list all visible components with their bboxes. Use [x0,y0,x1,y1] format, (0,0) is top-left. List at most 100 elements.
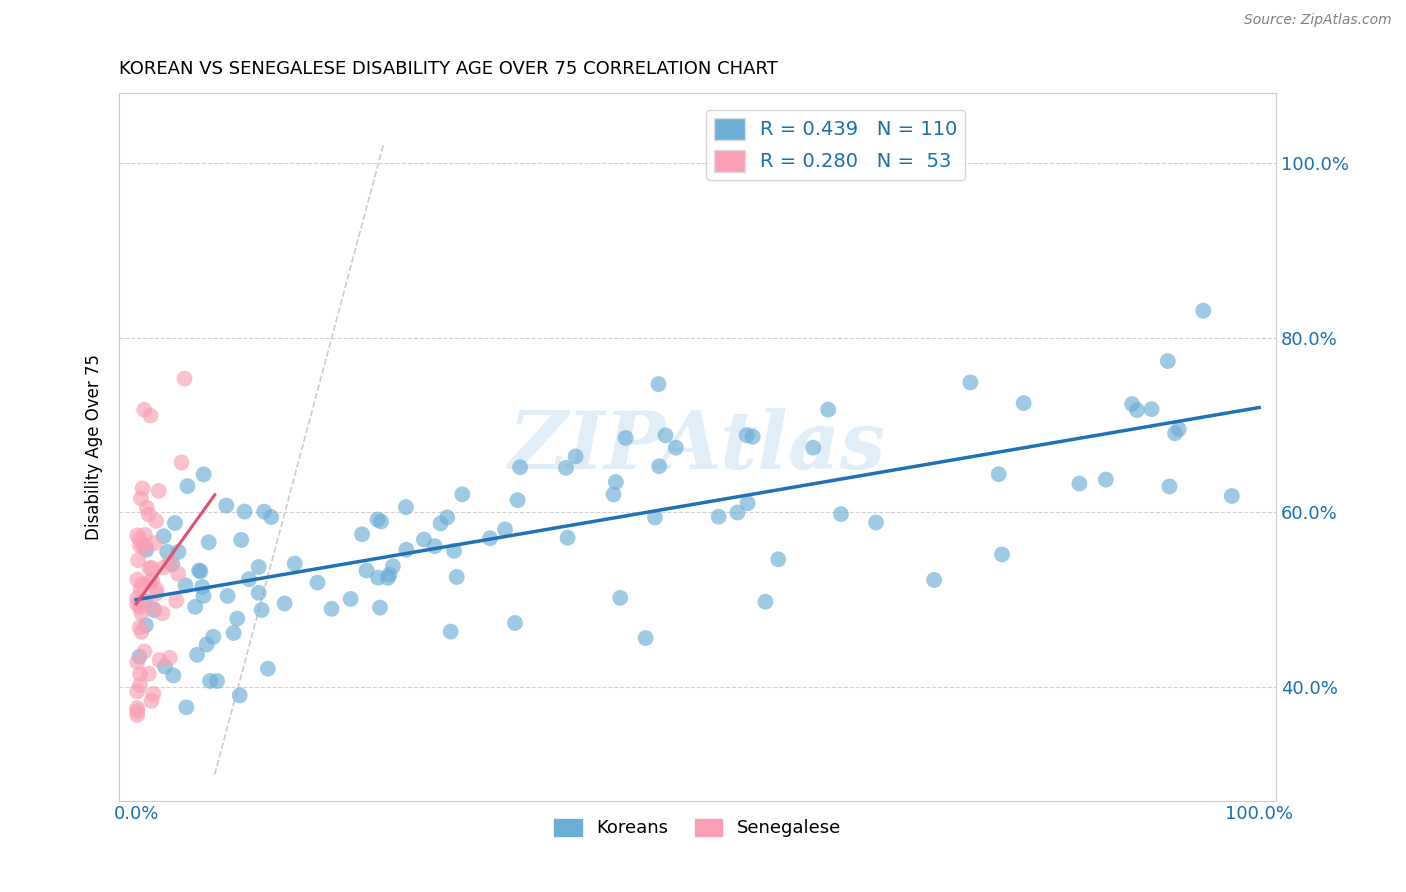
Point [153,659,176,673]
Point [129,491,152,506]
Point [142,601,165,615]
Point [307,575,329,590]
Point [128,532,150,546]
Point [202,630,225,644]
Point [735,428,758,442]
Point [128,649,150,664]
Point [152,529,174,543]
Point [377,571,399,585]
Point [284,557,307,571]
Point [368,600,391,615]
Point [148,483,170,498]
Point [634,631,657,645]
Point [602,487,624,501]
Point [138,561,160,575]
Text: KOREAN VS SENEGALESE DISABILITY AGE OVER 75 CORRELATION CHART: KOREAN VS SENEGALESE DISABILITY AGE OVER… [120,60,778,78]
Point [145,586,167,600]
Point [176,700,198,714]
Point [156,545,179,559]
Point [768,552,790,566]
Point [193,467,215,482]
Point [959,376,981,390]
Point [378,567,401,582]
Point [205,673,228,688]
Point [367,512,389,526]
Point [127,655,149,669]
Point [134,528,156,542]
Text: ZIPAtlas: ZIPAtlas [509,408,886,485]
Point [339,591,361,606]
Point [127,591,149,606]
Point [436,510,458,524]
Point [131,595,153,609]
Point [922,573,945,587]
Point [1140,402,1163,417]
Point [173,371,195,385]
Point [250,603,273,617]
Point [1069,476,1091,491]
Point [167,566,190,581]
Point [654,428,676,442]
Point [138,508,160,522]
Point [131,577,153,591]
Point [446,570,468,584]
Point [644,510,666,524]
Point [707,509,730,524]
Point [356,564,378,578]
Point [127,701,149,715]
Point [479,531,502,545]
Point [127,597,149,611]
Point [176,479,198,493]
Point [159,650,181,665]
Point [253,505,276,519]
Point [564,450,586,464]
Point [648,459,671,474]
Point [129,582,152,597]
Point [163,516,186,530]
Point [174,578,197,592]
Point [170,455,193,469]
Text: Source: ZipAtlas.com: Source: ZipAtlas.com [1244,13,1392,28]
Point [129,606,152,620]
Point [153,560,176,574]
Point [737,496,759,510]
Point [440,624,463,639]
Point [321,602,343,616]
Point [865,516,887,530]
Point [222,626,245,640]
Point [257,662,280,676]
Point [127,704,149,718]
Point [247,560,270,574]
Point [128,620,150,634]
Point [429,516,451,531]
Point [1126,403,1149,417]
Point [228,689,250,703]
Point [614,431,637,445]
Point [145,514,167,528]
Point [134,402,156,417]
Point [184,599,207,614]
Point [143,603,166,617]
Point [423,539,446,553]
Y-axis label: Disability Age Over 75: Disability Age Over 75 [86,354,103,540]
Point [142,687,165,701]
Point [141,561,163,575]
Point [443,544,465,558]
Point [503,615,526,630]
Point [162,668,184,682]
Point [127,528,149,542]
Point [186,648,208,662]
Point [647,377,669,392]
Point [217,589,239,603]
Point [162,558,184,572]
Point [129,678,152,692]
Point [413,533,436,547]
Point [801,441,824,455]
Point [395,500,418,515]
Point [231,533,253,547]
Point [127,553,149,567]
Point [991,548,1014,562]
Point [238,572,260,586]
Point [139,574,162,589]
Point [1164,426,1187,441]
